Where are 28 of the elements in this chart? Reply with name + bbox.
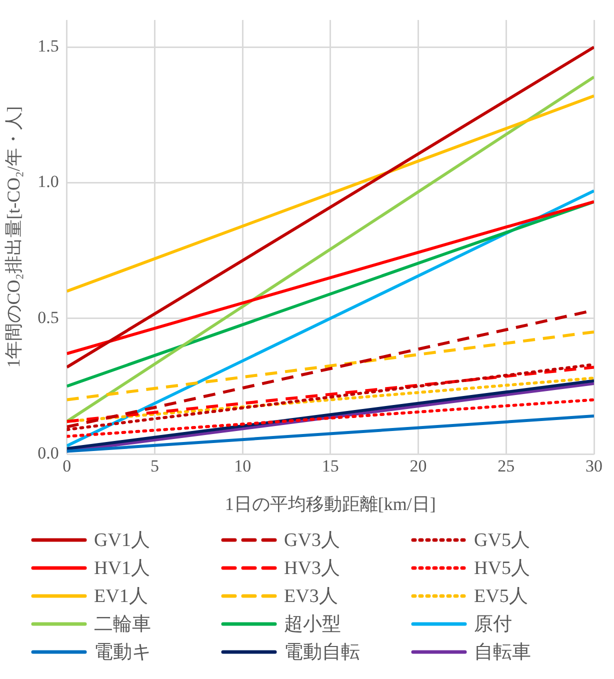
y-tick-label: 1.0	[38, 172, 59, 192]
legend-label: 原付	[474, 613, 512, 637]
legend-label: 二輪車	[94, 613, 151, 637]
legend-label: EV1人	[94, 585, 148, 609]
x-tick-label: 10	[234, 456, 252, 476]
x-tick-label: 25	[498, 456, 515, 476]
y-tick-label: 0.5	[38, 308, 59, 327]
legend-label: 電動キ	[94, 641, 151, 665]
x-tick-label: 20	[410, 456, 427, 476]
y-tick-label: 0.0	[38, 443, 59, 462]
legend-label: GV3人	[284, 529, 340, 553]
legend-label: 超小型	[284, 613, 341, 637]
legend-label: 自転車	[474, 641, 531, 665]
x-tick-label: 0	[62, 456, 72, 476]
legend-label: GV1人	[94, 529, 150, 553]
y-tick-label: 1.5	[38, 36, 59, 56]
legend-label: EV5人	[474, 585, 528, 609]
x-tick-label: 5	[150, 456, 159, 476]
x-tick-label: 15	[322, 456, 339, 476]
legend-label: HV5人	[474, 557, 530, 581]
x-axis-title: 1日の平均移動距離[km/日]	[224, 494, 436, 514]
legend-label: HV3人	[284, 557, 340, 581]
x-tick-label: 30	[586, 456, 602, 476]
legend-label: GV5人	[474, 529, 530, 553]
legend-label: HV1人	[94, 557, 150, 581]
y-axis-title: 1年間のCO₂排出量[t-CO₂/年・人]	[4, 106, 24, 368]
legend-label: EV3人	[284, 585, 338, 609]
legend-label: 電動自転	[284, 641, 360, 665]
